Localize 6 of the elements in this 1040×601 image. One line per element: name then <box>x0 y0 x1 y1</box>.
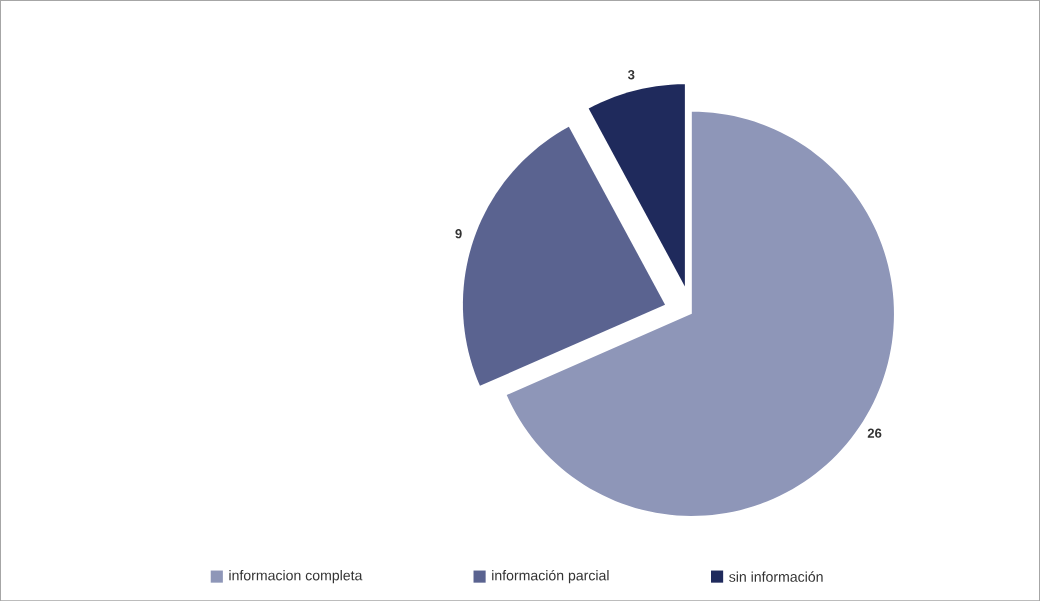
data-label: 9 <box>455 228 462 239</box>
data-label: 26 <box>867 428 882 438</box>
legend-label: informacion completa <box>229 569 363 583</box>
legend-label: sin información <box>729 571 823 582</box>
data-label: 3 <box>627 69 635 80</box>
legend-label: información parcial <box>492 569 609 584</box>
